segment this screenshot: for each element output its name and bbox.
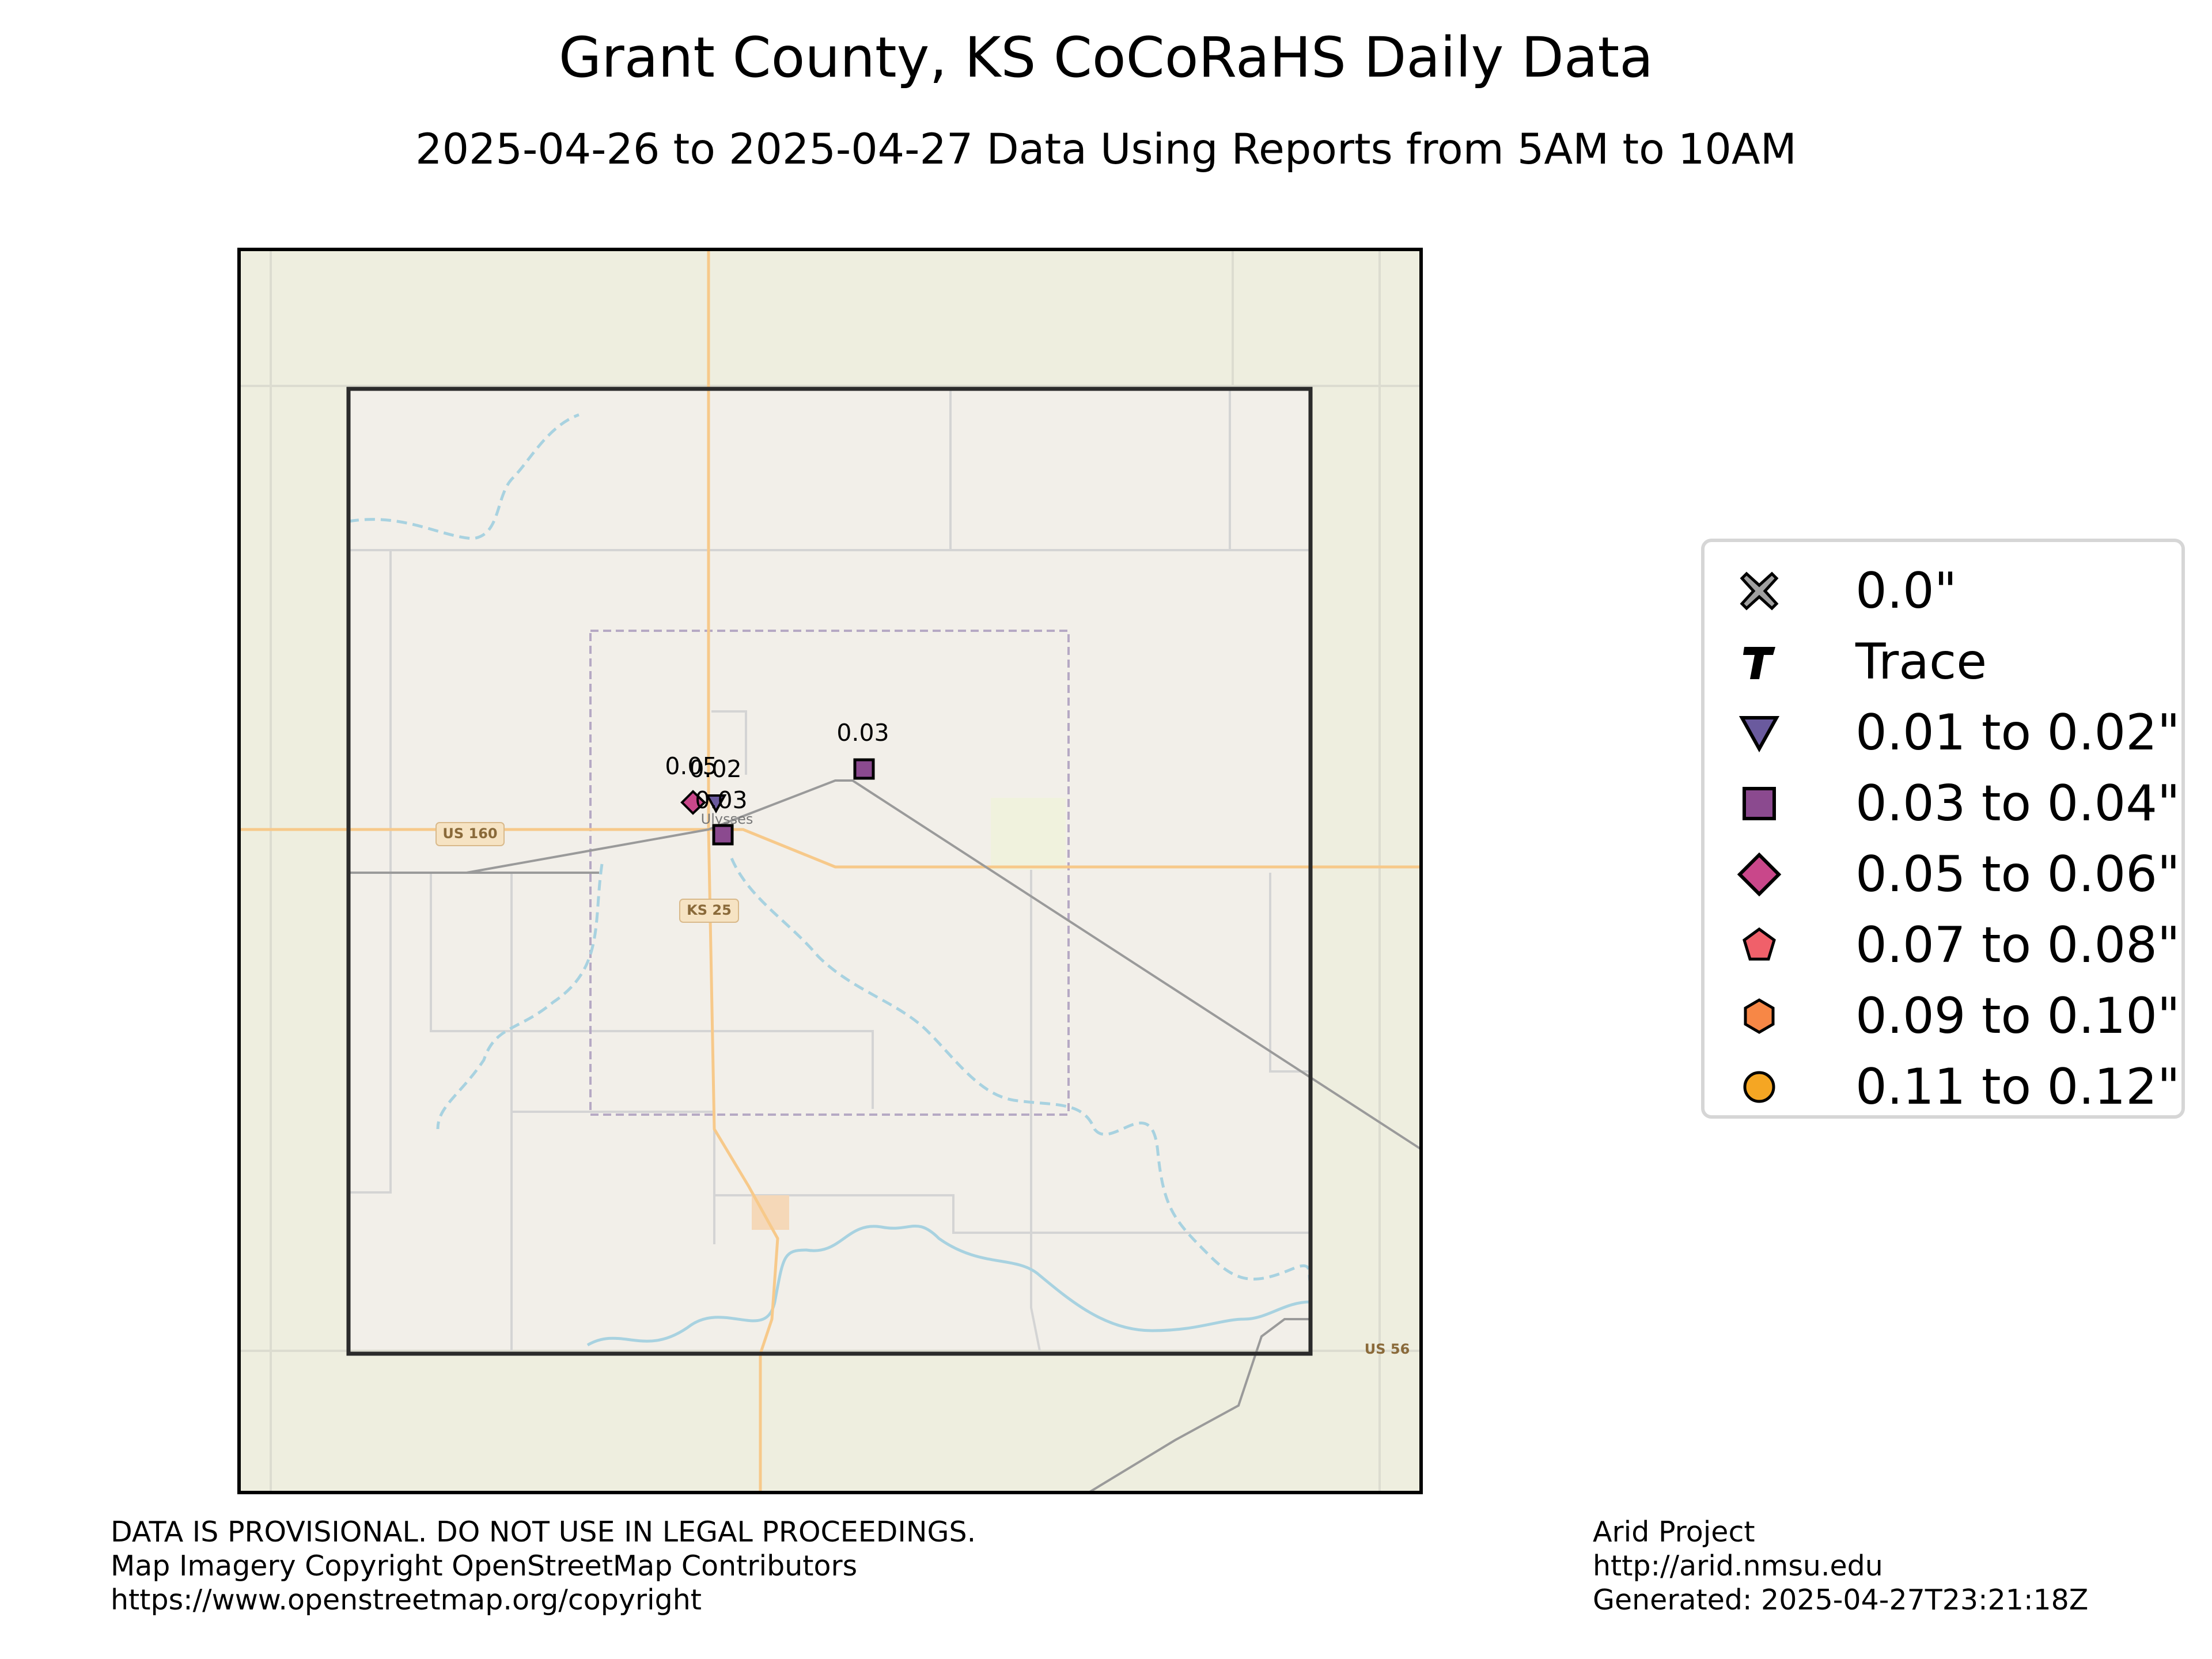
legend-label: 0.0" bbox=[1855, 562, 1957, 620]
svg-text:KS 25: KS 25 bbox=[687, 902, 732, 918]
park-area bbox=[991, 798, 1066, 870]
legend-item: Trace bbox=[1705, 627, 2177, 696]
chart-subtitle: 2025-04-26 to 2025-04-27 Data Using Repo… bbox=[415, 125, 1797, 174]
legend-item: 0.0" bbox=[1705, 556, 2177, 626]
diamond-icon bbox=[1737, 852, 1782, 897]
legend: 0.0" Trace 0.01 to 0.02" 0.03 to 0.04" 0… bbox=[1701, 539, 2185, 1119]
footer-line: Arid Project bbox=[1593, 1516, 1755, 1548]
station-value-labels: 0.05 0.02 0.03 0.03 bbox=[665, 719, 889, 814]
legend-label: 0.01 to 0.02" bbox=[1855, 704, 2180, 762]
map-frame bbox=[237, 248, 1423, 1494]
station-markers bbox=[680, 758, 875, 846]
section-roads bbox=[239, 249, 1421, 1493]
station-marker-square bbox=[712, 824, 734, 846]
trace-t-icon bbox=[1743, 647, 1775, 679]
legend-item: 0.05 to 0.06" bbox=[1705, 840, 2180, 909]
svg-text:US 160: US 160 bbox=[442, 825, 497, 842]
legend-label: Trace bbox=[1855, 633, 1987, 691]
circle-icon bbox=[1743, 1071, 1775, 1103]
x-cross-icon bbox=[1740, 571, 1779, 611]
station-label: 0.03 bbox=[695, 786, 747, 814]
legend-item: 0.07 to 0.08" bbox=[1705, 911, 2180, 980]
legend-label: 0.09 to 0.10" bbox=[1855, 987, 2180, 1045]
road-label-us160: US 160 bbox=[435, 822, 505, 846]
legend-label: 0.03 to 0.04" bbox=[1855, 775, 2180, 832]
station-label: 0.02 bbox=[689, 755, 741, 783]
river bbox=[586, 1225, 1311, 1347]
streams bbox=[348, 413, 1312, 1285]
footer-disclaimer: DATA IS PROVISIONAL. DO NOT USE IN LEGAL… bbox=[111, 1515, 976, 1617]
legend-item: 0.09 to 0.10" bbox=[1705, 982, 2180, 1051]
footer-line: http://arid.nmsu.edu bbox=[1593, 1550, 1883, 1582]
hexagon-icon bbox=[1744, 998, 1775, 1034]
square-icon bbox=[1743, 787, 1776, 820]
road-label-us56: US 56 bbox=[1365, 1341, 1410, 1357]
footer-credits: Arid Project http://arid.nmsu.edu Genera… bbox=[1593, 1515, 2088, 1617]
station-label: 0.03 bbox=[836, 719, 889, 747]
chart-title: Grant County, KS CoCoRaHS Daily Data bbox=[558, 25, 1654, 90]
legend-label: 0.07 to 0.08" bbox=[1855, 916, 2180, 974]
county-area bbox=[349, 389, 1310, 1354]
station-marker-triangle bbox=[705, 794, 727, 814]
station-label: 0.05 bbox=[665, 752, 717, 780]
county-border bbox=[346, 387, 1313, 1356]
footer-line: Map Imagery Copyright OpenStreetMap Cont… bbox=[111, 1550, 858, 1582]
county-roads bbox=[349, 389, 1310, 1351]
road-label-ks25: KS 25 bbox=[679, 899, 739, 923]
legend-label: 0.05 to 0.06" bbox=[1855, 846, 2180, 903]
legend-item: 0.03 to 0.04" bbox=[1705, 769, 2180, 838]
footer-line: DATA IS PROVISIONAL. DO NOT USE IN LEGAL… bbox=[111, 1516, 976, 1548]
legend-item: 0.11 to 0.12" bbox=[1705, 1052, 2180, 1122]
footer-line: https://www.openstreetmap.org/copyright bbox=[111, 1584, 702, 1616]
legend-label: 0.11 to 0.12" bbox=[1855, 1058, 2180, 1116]
footer-line: Generated: 2025-04-27T23:21:18Z bbox=[1593, 1584, 2089, 1616]
station-marker-square bbox=[853, 758, 875, 780]
triangle-down-icon bbox=[1738, 716, 1780, 753]
legend-item: 0.01 to 0.02" bbox=[1705, 698, 2180, 767]
station-marker-diamond bbox=[680, 790, 706, 815]
pentagon-icon bbox=[1743, 927, 1776, 961]
